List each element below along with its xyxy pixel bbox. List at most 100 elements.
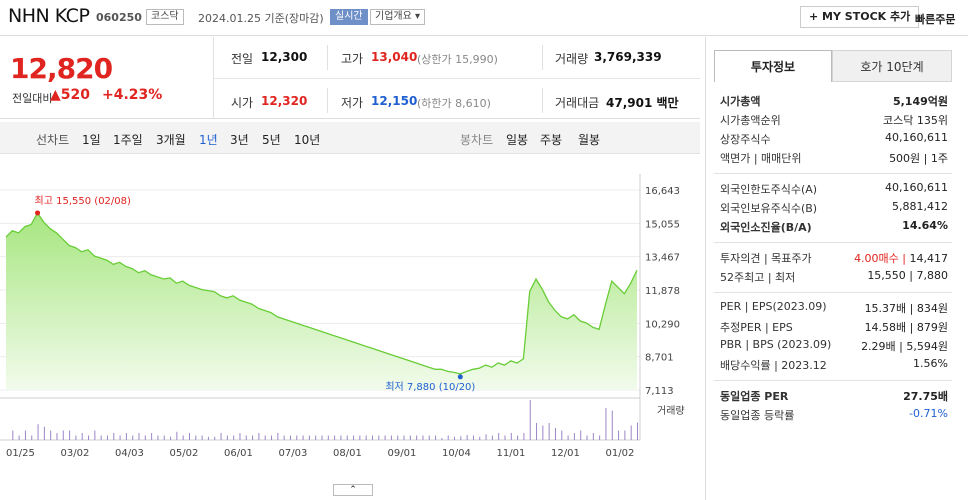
volume-bar [472,435,474,440]
info-label: PER | EPS(2023.09) [720,300,827,313]
period-tab[interactable]: 1일 [82,133,101,147]
info-row: PER | EPS(2023.09) 15.37배 | 834원 [720,300,948,318]
volume-bar [510,433,512,440]
volume-bar [151,433,153,440]
volume-bar [447,435,449,440]
info-value-text: 40,160,611 [885,131,948,144]
volume-bar [321,435,323,440]
volume-bar [371,435,373,440]
divider [542,45,543,70]
price-chart: 16,643 15,055 13,467 11,878 10,290 8,701 7,113… [0,174,685,459]
price-summary [0,37,700,119]
stock-name: NHN KCP [8,5,90,27]
divider [714,292,952,293]
info-label: 배당수익률 | 2023.12 [720,359,827,372]
volume-bar [454,436,456,440]
volume-bar [157,435,159,440]
tab-orderbook[interactable]: 호가 10단계 [832,50,952,82]
info-label: 동일업종 등락률 [720,409,795,422]
volume-bar [182,435,184,440]
volume-bar [258,433,260,440]
volume-bar [491,435,493,440]
volume-bar [170,436,172,440]
volume-bar [207,436,209,440]
volume-bar [353,435,355,440]
period-tab[interactable]: 10년 [294,133,321,147]
candle-tab[interactable]: 일봉 [506,133,529,147]
info-value: 15,550 | 7,880 [867,269,948,282]
volume-bar [479,436,481,440]
volume-bar [233,435,235,440]
info-row: 추정PER | EPS 14.58배 | 879원 [720,319,948,337]
volume-bar [188,433,190,440]
tab-investment-info[interactable]: 투자정보 [714,50,832,82]
volume-bar [359,435,361,440]
period-tab[interactable]: 1주일 [113,133,143,147]
volume-bars [12,400,638,440]
info-value-text: 27.75배 [903,390,948,403]
candle-tab[interactable]: 주봉 [540,133,563,147]
divider [714,242,952,243]
period-tab[interactable]: 1년 [199,133,218,147]
low-value: 12,150 [371,94,418,108]
volume-bar [94,430,96,440]
period-tab[interactable]: 3개월 [156,133,186,147]
volume-bar [618,430,620,440]
volume-bar [214,436,216,440]
change-amount: 520 [60,87,91,103]
volume-bar [523,433,525,440]
volume-bar [554,428,556,440]
period-tab[interactable]: 3년 [230,133,249,147]
change-label: 전일대비 [12,92,53,105]
info-value-text: 2.29배 | 5,594원 [861,340,948,353]
info-label: 동일업종 PER [720,390,789,403]
period-tab[interactable]: 5년 [262,133,281,147]
info-label: 52주최고 | 최저 [720,271,796,284]
candle-tab[interactable]: 월봉 [578,133,601,147]
volume-bar [315,435,317,440]
high-annotation: 최고 15,550 (02/08) [35,195,131,207]
amount-value: 47,901 백만 [606,94,679,111]
high-marker [35,210,41,216]
info-label: 외국인소진율(B/A) [720,221,812,234]
volume-bar [378,435,380,440]
divider [714,380,952,381]
open-label: 시가 [231,96,254,110]
info-value-text: 14.58배 | 879원 [864,321,948,334]
collapse-chart-button[interactable]: ⌃ [333,484,373,496]
volume-bar [132,435,134,440]
volume-bar [561,430,563,440]
info-value-text: 15.37배 | 834원 [864,302,948,315]
volume-bar [390,435,392,440]
company-overview-dropdown[interactable]: 기업개요 ▾ [370,9,426,25]
open-value: 12,320 [261,94,308,108]
realtime-button[interactable]: 실시간 [330,9,368,25]
lower-limit: (하한가 8,610) [417,97,491,110]
info-value: 14.58배 | 879원 [865,319,948,335]
info-row: PBR | BPS (2023.09) 2.29배 | 5,594원 [720,338,948,356]
volume-legend: 거래량 [657,405,685,417]
info-label: 시가총액순위 [720,114,781,127]
volume-bar [517,435,519,440]
volume-bar [220,433,222,440]
volume-bar [252,435,254,440]
stock-header [0,0,968,36]
divider [214,78,700,79]
volume-bar [176,431,178,440]
volume-bar [201,435,203,440]
volume-bar [37,424,39,440]
volume-bar [397,435,399,440]
my-stock-add-button[interactable]: + MY STOCK 추가 [800,6,920,28]
y-tick-label: 15,055 [645,219,680,230]
info-value: 40,160,611 [885,131,948,144]
high-value: 13,040 [371,50,418,64]
info-value: 40,160,611 [885,181,948,194]
volume-bar [113,433,115,440]
info-value: 5,881,412 [892,200,948,213]
quick-order-button[interactable]: 빠른주문 [915,13,956,26]
investment-info-panel [705,37,968,500]
volume-bar [422,435,424,440]
price-area [6,212,637,390]
volume-bar [31,435,33,440]
chart-period-bar [0,122,700,154]
